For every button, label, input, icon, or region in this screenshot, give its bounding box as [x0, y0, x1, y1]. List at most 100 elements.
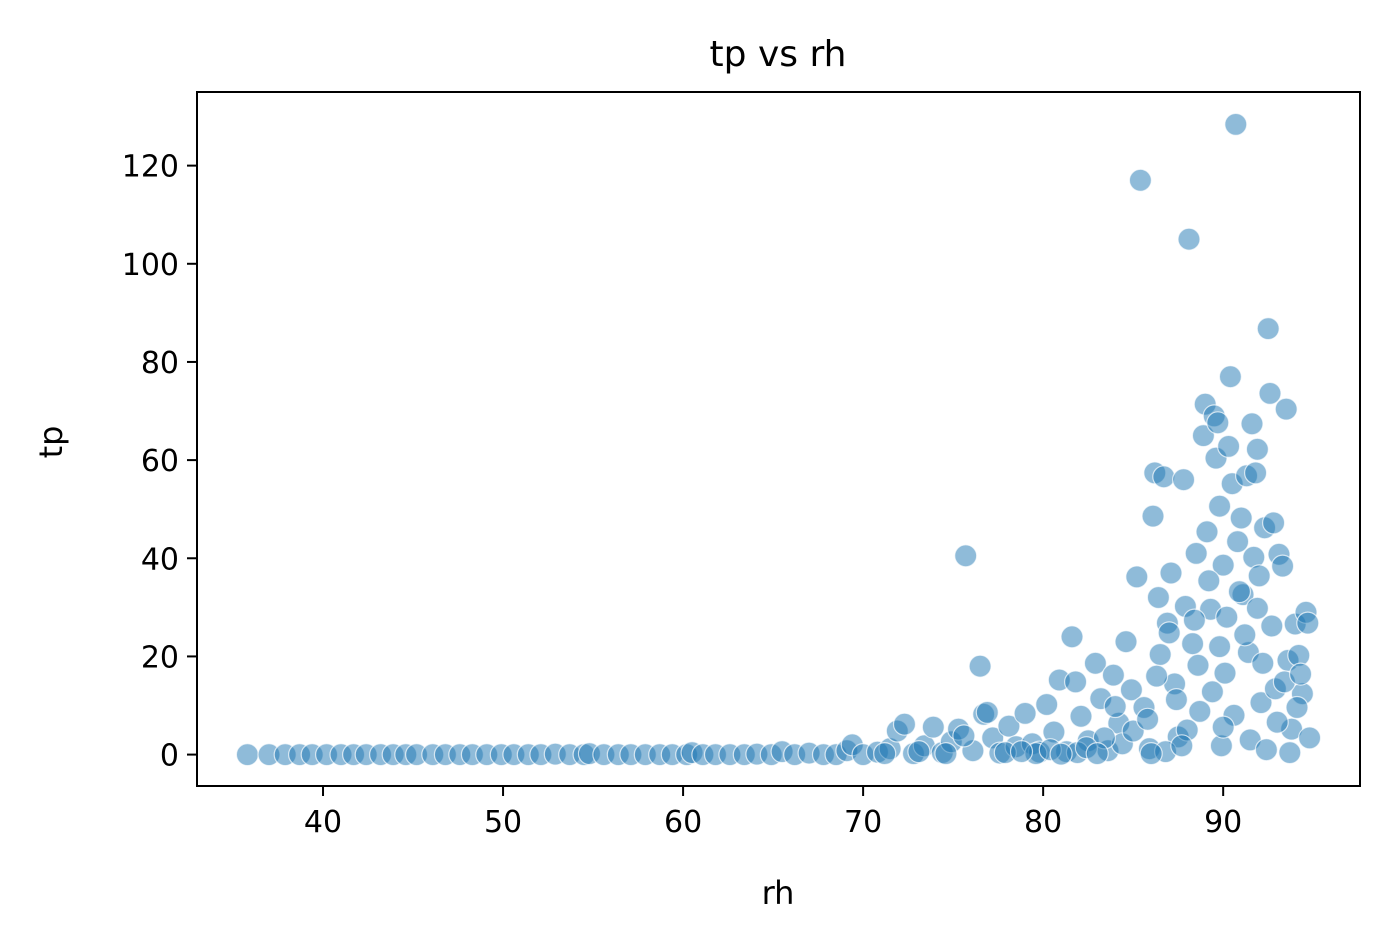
y-axis-ticks: 0 20 40 60 80 100 120 [122, 150, 197, 774]
data-point [1060, 625, 1084, 649]
data-point [1177, 227, 1201, 251]
data-point [1296, 611, 1320, 635]
data-point [1211, 553, 1235, 577]
chart-title: tp vs rh [710, 34, 847, 75]
x-tick-label: 50 [484, 805, 522, 840]
data-point [921, 715, 945, 739]
data-point [1265, 710, 1289, 734]
data-point [1146, 585, 1171, 610]
data-point [1211, 715, 1235, 739]
data-point [1141, 504, 1165, 528]
data-point [1258, 381, 1282, 405]
data-point [1114, 630, 1138, 654]
data-point [1182, 608, 1207, 632]
y-tick-label: 20 [141, 640, 179, 675]
data-point [1206, 411, 1230, 435]
data-point [1135, 707, 1160, 731]
data-point [1171, 468, 1196, 492]
data-point [1251, 651, 1275, 675]
data-point [1009, 739, 1034, 764]
data-point [1218, 365, 1243, 389]
data-point [1195, 520, 1219, 544]
data-point [1225, 529, 1250, 554]
data-point [1254, 738, 1279, 762]
y-tick-label: 120 [122, 150, 179, 185]
data-point [1260, 614, 1284, 638]
data-point [1243, 461, 1268, 485]
data-point [1245, 437, 1270, 461]
data-point [952, 724, 976, 748]
data-point [1247, 564, 1271, 588]
data-point [1274, 397, 1298, 421]
data-point [1224, 112, 1248, 137]
data-point [1245, 596, 1270, 620]
x-tick-label: 70 [844, 805, 882, 840]
y-tick-label: 80 [141, 346, 179, 381]
data-point [1180, 632, 1205, 656]
data-point [934, 741, 958, 766]
data-point [975, 700, 999, 725]
x-tick-label: 60 [664, 805, 702, 840]
data-point [1197, 569, 1221, 593]
data-point [1128, 168, 1153, 192]
data-point [1103, 694, 1127, 719]
data-point [1207, 494, 1232, 518]
data-point [1297, 726, 1322, 750]
data-point [1101, 663, 1126, 687]
data-point [968, 654, 992, 678]
y-tick-label: 0 [160, 739, 179, 774]
data-point [1233, 623, 1257, 647]
data-point [1013, 701, 1037, 726]
y-tick-label: 100 [122, 248, 179, 283]
data-point [997, 714, 1021, 738]
data-point [1285, 695, 1309, 720]
data-point [235, 742, 259, 767]
data-point [1270, 554, 1295, 578]
data-point [907, 739, 931, 764]
data-point [1288, 662, 1313, 686]
data-point [1159, 561, 1183, 585]
data-point [1125, 565, 1149, 589]
data-point [1170, 734, 1194, 758]
data-point [1139, 741, 1163, 766]
y-tick-label: 40 [141, 542, 179, 577]
data-point [1083, 651, 1108, 675]
data-point [954, 544, 978, 568]
data-point [1157, 621, 1181, 645]
data-point [1164, 687, 1189, 712]
plot-frame [196, 91, 1361, 787]
data-point [1119, 678, 1144, 702]
points-layer [235, 112, 1322, 767]
data-point [1063, 670, 1088, 694]
y-axis-label: tp [32, 426, 70, 459]
data-point [873, 741, 897, 766]
data-point [1213, 661, 1237, 685]
x-tick-label: 90 [1204, 805, 1242, 840]
data-point [1035, 692, 1059, 717]
data-point [1240, 412, 1264, 436]
x-axis-ticks: 40 50 60 70 80 90 [304, 786, 1242, 840]
data-point [1215, 605, 1239, 629]
data-point [1207, 634, 1232, 659]
x-tick-label: 40 [304, 805, 342, 840]
x-axis-label: rh [762, 874, 795, 912]
y-tick-label: 60 [141, 444, 179, 479]
data-point [1216, 434, 1241, 458]
data-point [1148, 642, 1172, 667]
data-point [1069, 704, 1093, 728]
data-point [1229, 506, 1253, 530]
data-point [1249, 690, 1273, 715]
x-tick-label: 80 [1024, 805, 1062, 840]
data-point [1256, 317, 1280, 341]
data-point [1085, 741, 1109, 766]
data-point [1227, 579, 1252, 604]
data-point [1188, 699, 1212, 724]
data-point [1184, 541, 1208, 566]
data-point [1261, 511, 1286, 535]
data-point [1186, 653, 1210, 677]
data-point [1152, 465, 1176, 489]
data-point [1200, 680, 1225, 704]
data-point [1049, 742, 1073, 766]
data-point [1144, 664, 1169, 688]
